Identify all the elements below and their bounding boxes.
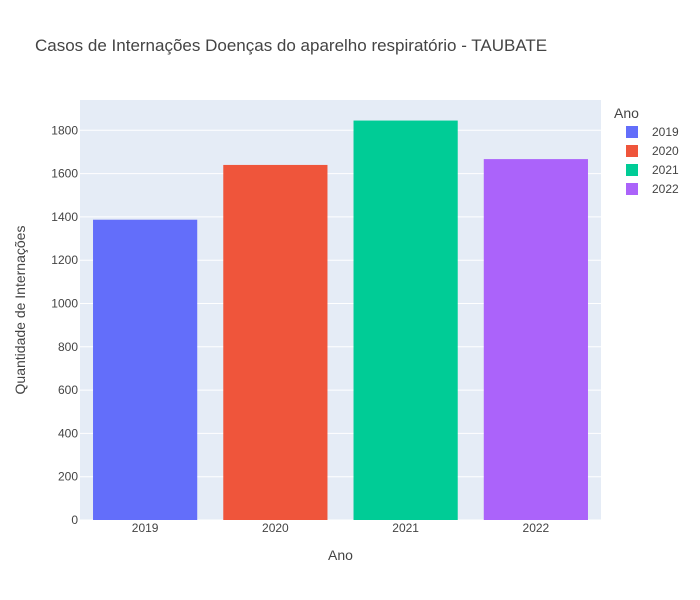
legend-title: Ano <box>614 105 639 121</box>
legend-item-2019[interactable]: 2019 <box>626 125 679 139</box>
bar-2019[interactable] <box>93 219 198 521</box>
legend-swatch <box>626 183 638 195</box>
y-axis-title: Quantidade de Internações <box>12 226 28 395</box>
y-tick-label: 200 <box>58 470 78 484</box>
y-tick-label: 400 <box>58 426 78 440</box>
legend-swatch <box>626 145 638 157</box>
x-tick-label: 2020 <box>262 521 289 535</box>
legend-item-2020[interactable]: 2020 <box>626 144 679 158</box>
bar-2021[interactable] <box>353 120 458 521</box>
y-tick-label: 1600 <box>51 167 78 181</box>
legend-label: 2020 <box>652 144 679 158</box>
legend-item-2021[interactable]: 2021 <box>626 163 679 177</box>
legend-swatch <box>626 164 638 176</box>
y-tick-label: 1400 <box>51 210 78 224</box>
legend-label: 2019 <box>652 125 679 139</box>
y-tick-label: 1800 <box>51 123 78 137</box>
x-axis-ticks: 2019 2020 2021 2022 <box>132 521 550 535</box>
y-tick-label: 600 <box>58 383 78 397</box>
y-tick-label: 800 <box>58 340 78 354</box>
legend[interactable]: Ano 2019 2020 2021 2022 <box>614 105 679 196</box>
y-axis-ticks: 0 200 400 600 800 1000 1200 1400 1600 1800 <box>51 123 78 527</box>
bars <box>93 120 588 521</box>
x-axis-title: Ano <box>328 547 353 563</box>
x-tick-label: 2022 <box>523 521 550 535</box>
legend-label: 2021 <box>652 163 679 177</box>
bar-2020[interactable] <box>223 164 328 520</box>
bar-2022[interactable] <box>483 159 588 521</box>
x-tick-label: 2021 <box>392 521 419 535</box>
y-tick-label: 0 <box>71 513 78 527</box>
y-tick-label: 1200 <box>51 253 78 267</box>
chart-title: Casos de Internações Doenças do aparelho… <box>35 36 547 55</box>
x-tick-label: 2019 <box>132 521 159 535</box>
legend-swatch <box>626 126 638 138</box>
y-tick-label: 1000 <box>51 297 78 311</box>
legend-item-2022[interactable]: 2022 <box>626 182 679 196</box>
legend-label: 2022 <box>652 182 679 196</box>
